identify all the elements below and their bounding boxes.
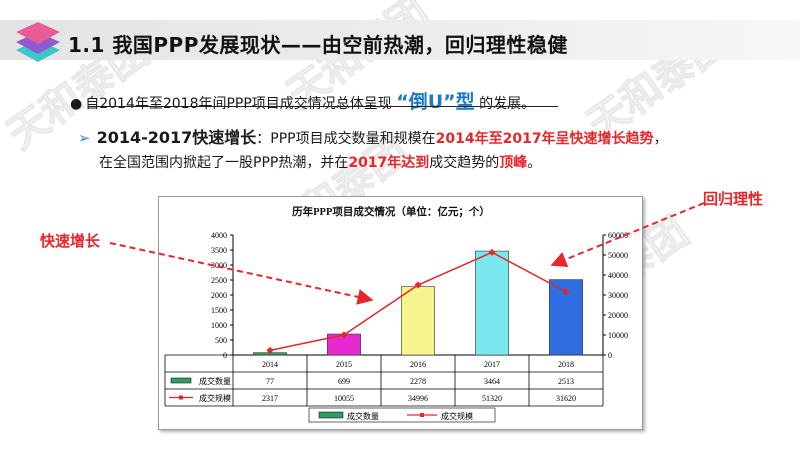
point-text-1: ：PPP项目成交数量和规模在 — [256, 131, 436, 147]
point-red-3: 顶峰 — [499, 155, 528, 171]
table-cell: 51320 — [482, 394, 502, 403]
y-right-tick-label: 60000 — [608, 231, 628, 240]
growth-point: ➢ 2014-2017快速增长：PPP项目成交数量和规模在2014年至2017年呈… — [78, 126, 738, 175]
y-right-tick-label: 50000 — [608, 251, 628, 260]
legend-box — [308, 407, 496, 423]
table-cell: 2278 — [410, 377, 426, 386]
point-title: 2014-2017快速增长 — [96, 128, 257, 147]
point-text-5: 。 — [527, 155, 542, 171]
bar-2017 — [475, 250, 509, 356]
y-left-tick-label: 1500 — [211, 306, 227, 315]
legend: 成交数量 成交规模 — [308, 407, 496, 423]
legend-label: 成交规模 — [441, 411, 473, 421]
bullet-text-after: 的发展。 — [479, 96, 536, 112]
bullet-text-before: 自2014年至2018年间PPP项目成交情况总体呈现 — [85, 96, 392, 112]
line-point-2017 — [488, 248, 496, 256]
y-left-tick-label: 3000 — [211, 261, 227, 270]
header-bar — [0, 20, 800, 60]
point-red-2: 2017年达到 — [348, 155, 430, 171]
x-tick-label: 2016 — [410, 360, 426, 369]
table-cell: 31620 — [556, 394, 576, 403]
bullet-dot: ● — [70, 96, 83, 112]
table-legend-swatch — [170, 377, 192, 384]
point-text-3: 在全国范围内掀起了一股PPP热潮，并在 — [99, 155, 349, 171]
bullet-highlight: “倒U”型 — [396, 91, 475, 113]
arrow-bullet-icon: ➢ — [78, 129, 91, 147]
chart-panel: 历年PPP项目成交情况（单位：亿元；个） 0 500 1000 1500 2000 2500… — [158, 196, 643, 430]
layers-icon — [16, 22, 60, 62]
legend-swatch-bar — [318, 411, 344, 419]
table-row-label: 成交规模 — [199, 393, 231, 403]
chart-title: 历年PPP项目成交情况（单位：亿元；个） — [292, 205, 490, 218]
line-point-2014 — [266, 346, 274, 354]
y-right-tick-label: 0 — [608, 351, 612, 360]
legend-marker — [420, 413, 424, 417]
y-left-tick-label: 4000 — [211, 231, 227, 240]
point-text-4: 成交趋势的 — [429, 155, 500, 171]
table-cell: 2513 — [558, 377, 574, 386]
x-tick-label: 2017 — [484, 360, 500, 369]
table-cell: 10055 — [334, 394, 354, 403]
table-cell: 77 — [266, 377, 274, 386]
point-second-line: 在全国范围内掀起了一股PPP热潮，并在2017年达到成交趋势的顶峰。 — [78, 151, 738, 175]
y-left-tick-label: 500 — [215, 336, 227, 345]
table-cell: 34996 — [408, 394, 428, 403]
x-tick-label: 2015 — [336, 360, 352, 369]
table-cell: 699 — [338, 377, 350, 386]
bullet-underline — [88, 106, 558, 107]
table-row-label: 成交数量 — [199, 376, 231, 386]
point-text-2: ， — [653, 131, 668, 147]
x-tick-label: 2014 — [262, 360, 278, 369]
y-right-tick-label: 40000 — [608, 271, 628, 280]
chart: 历年PPP项目成交情况（单位：亿元；个） 0 500 1000 1500 2000 2500… — [164, 205, 628, 423]
y-right-tick-label: 10000 — [608, 331, 628, 340]
table-cell: 3464 — [484, 377, 500, 386]
line-point-2015 — [340, 331, 348, 339]
bar-2018 — [549, 279, 583, 356]
table-cell: 2317 — [262, 394, 278, 403]
page-title: 1.1 我国PPP发展现状——由空前热潮，回归理性稳健 — [68, 33, 568, 57]
y-left-tick-label: 2000 — [211, 291, 227, 300]
y-right-tick-label: 30000 — [608, 291, 628, 300]
annotation-return-rational: 回归理性 — [703, 190, 764, 208]
summary-bullet: ● 自2014年至2018年间PPP项目成交情况总体呈现 “倒U”型 的发展。 — [70, 87, 535, 114]
line-point-2016 — [414, 281, 422, 289]
annotation-rapid-growth: 快速增长 — [40, 232, 101, 250]
y-left-tick-label: 2500 — [211, 276, 227, 285]
y-left-tick-label: 0 — [223, 351, 227, 360]
point-red-1: 2014年至2017年呈快速增长趋势 — [435, 131, 654, 147]
x-tick-label: 2018 — [558, 360, 574, 369]
y-right-tick-label: 20000 — [608, 311, 628, 320]
legend-label: 成交数量 — [347, 411, 379, 421]
line-point-2018 — [562, 288, 570, 296]
y-left-tick-label: 3500 — [211, 246, 227, 255]
y-left-tick-label: 1000 — [211, 321, 227, 330]
table-legend-marker — [179, 395, 183, 400]
slide-header: 1.1 我国PPP发展现状——由空前热潮，回归理性稳健 — [0, 10, 800, 68]
bar-2016 — [401, 286, 435, 356]
